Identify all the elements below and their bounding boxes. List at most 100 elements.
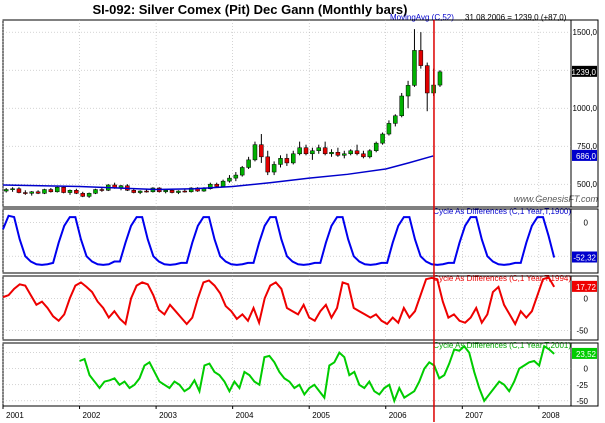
candle-up xyxy=(188,187,194,193)
candle-up xyxy=(176,190,181,193)
candle-up xyxy=(67,190,73,193)
candle-up xyxy=(137,190,143,193)
cycle-value-label-box xyxy=(572,251,597,263)
x-tick-label: 2004 xyxy=(236,411,254,420)
candle-up xyxy=(405,85,411,97)
cycle-1994-label: Cycle As Differences (C,1 Year,T,1994) xyxy=(433,274,571,283)
y-tick-label: 500,0 xyxy=(577,180,598,189)
y-tick-label: 1500,0 xyxy=(573,28,598,37)
candle-up xyxy=(380,133,385,144)
moving-average-line xyxy=(2,155,434,191)
candle-down xyxy=(23,192,28,194)
candle-down xyxy=(74,190,79,194)
candle-up xyxy=(220,180,226,187)
candle-up xyxy=(271,164,277,173)
x-tick-label: 2006 xyxy=(389,411,407,420)
cycle-line-1 xyxy=(2,214,556,266)
y-tick-label: 0 xyxy=(584,294,589,303)
candle-up xyxy=(163,190,168,193)
candle-down xyxy=(80,193,85,197)
candle-up xyxy=(399,95,404,117)
candle-up xyxy=(201,188,207,192)
candle-down xyxy=(214,183,219,187)
candle-up xyxy=(3,189,9,192)
last-price-label-box xyxy=(572,65,597,77)
candle-up xyxy=(233,174,239,179)
watermark: www.GenesisFT.com xyxy=(514,194,599,204)
x-tick-label: 2002 xyxy=(83,411,101,420)
candle-down xyxy=(322,147,328,155)
cycle-line-3 xyxy=(79,344,555,404)
x-tick-label: 2005 xyxy=(312,411,330,420)
candle-up xyxy=(393,115,398,124)
candle-up xyxy=(386,123,392,135)
last-price-label: 1239,0 xyxy=(572,68,597,77)
candle-up xyxy=(437,71,443,86)
candle-up xyxy=(239,167,245,176)
candle-up xyxy=(227,177,232,182)
x-tick-label: 2007 xyxy=(465,411,483,420)
x-tick-label: 2003 xyxy=(159,411,177,420)
candle-down xyxy=(418,50,424,66)
candle-down xyxy=(354,150,360,155)
candle-up xyxy=(54,186,60,193)
candle-up xyxy=(93,189,98,194)
candle-up xyxy=(208,183,213,190)
cycle-value-label: 23,52 xyxy=(576,350,597,359)
y-tick-label: 0 xyxy=(584,218,589,227)
candle-up xyxy=(329,152,334,155)
candle-down xyxy=(424,65,430,94)
candle-up xyxy=(367,150,373,158)
candle-up xyxy=(252,144,258,161)
candle-up xyxy=(246,159,251,168)
candle-up xyxy=(278,158,283,165)
chart-title: SI-092: Silver Comex (Pit) Dec Gann (Mon… xyxy=(93,2,408,17)
cycle-line-2 xyxy=(2,276,556,327)
candle-up xyxy=(42,189,47,194)
y-tick-label: 750,0 xyxy=(577,142,598,151)
chart-layer: 2001 2002 2003 2004 2005 2006 2007 2008 500,0 750… xyxy=(2,19,599,422)
candle-up xyxy=(373,142,379,151)
x-tick-label: 2001 xyxy=(6,411,24,420)
cycle-value-label: -52,32 xyxy=(573,254,596,263)
pane-frame-3 xyxy=(2,275,599,341)
price-info: 31.08.2006 = 1239,0 (+87,0) xyxy=(465,13,567,22)
candle-up xyxy=(291,153,296,164)
candle-down xyxy=(182,190,188,193)
cycle-2001-label: Cycle As Differences (C,1 Year,T,2001) xyxy=(433,341,571,350)
candle-down xyxy=(48,189,54,193)
candle-up xyxy=(348,150,353,155)
pane-frame-2 xyxy=(2,208,599,274)
candle-down xyxy=(259,144,264,158)
candle-down xyxy=(361,153,366,158)
candle-down xyxy=(16,188,22,193)
y-tick-label: -25 xyxy=(576,381,588,390)
candle-up xyxy=(297,147,302,155)
candle-up xyxy=(310,150,315,155)
candle-up xyxy=(29,191,34,194)
x-tick-label: 2008 xyxy=(542,411,560,420)
candle-down xyxy=(99,189,105,191)
candle-up xyxy=(412,50,417,86)
candle-down xyxy=(335,152,341,156)
candle-down xyxy=(303,147,309,155)
cycle-1900-label: Cycle As Differences (C,1 Year,T,1900) xyxy=(433,207,571,216)
candle-down xyxy=(144,190,149,193)
y-tick-label: -50 xyxy=(576,326,588,335)
cycle-value-label: 17,72 xyxy=(576,283,597,292)
candle-up xyxy=(316,147,322,151)
cycle-value-label-box xyxy=(572,280,597,292)
candle-up xyxy=(10,188,15,191)
candle-down xyxy=(284,158,290,164)
cycle-value-label-box xyxy=(572,347,597,359)
ma-legend: MovingAvg (C,52) xyxy=(390,13,454,22)
candle-down xyxy=(265,156,270,173)
y-tick-label: 0 xyxy=(584,365,589,374)
y-tick-label: 1000,0 xyxy=(573,104,598,113)
candle-up xyxy=(86,193,92,197)
ma-value-label: 686,0 xyxy=(576,152,597,161)
candle-down xyxy=(131,190,137,193)
pane-frame-4 xyxy=(2,342,599,407)
y-tick-label: -50 xyxy=(576,397,588,406)
